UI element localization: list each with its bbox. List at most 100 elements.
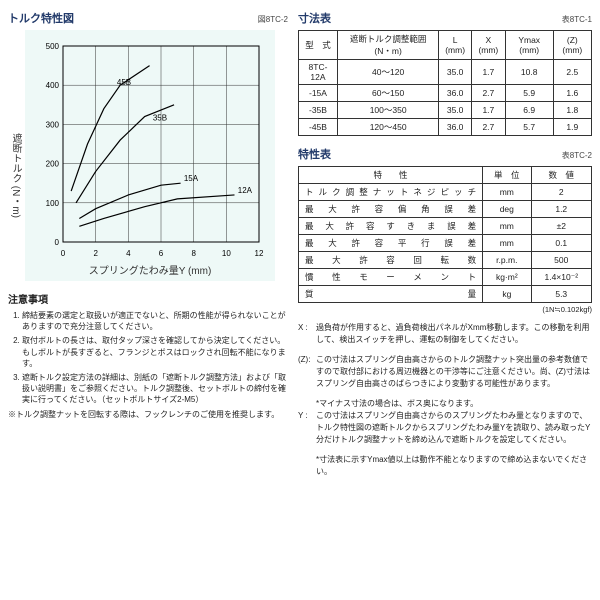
table-cell: 500 — [531, 252, 591, 269]
chart-xlabel: スプリングたわみ量Y (mm) — [35, 262, 265, 277]
dimension-table: 型 式遮断トルク調整範囲 (N・m)L (mm)X (mm)Ymax (mm)(… — [298, 30, 592, 136]
table-cell: 5.9 — [505, 85, 553, 102]
table-row: トルク調整ナットネジピッチmm2 — [299, 184, 592, 201]
table-cell: mm — [483, 235, 531, 252]
table-cell: 1.2 — [531, 201, 591, 218]
svg-text:0: 0 — [55, 238, 60, 247]
chart-ylabel: 遮断トルク (N・m) — [8, 30, 25, 281]
table-header: 特 性 — [299, 167, 483, 184]
def-text: 過負荷が作用すると、過負荷検出パネルがXmm移動します。この移動を利用して、検出… — [316, 322, 592, 346]
note-item: 遮断トルク設定方法の詳細は、別紙の「遮断トルク調整方法」および「取扱い説明書」を… — [22, 372, 288, 406]
table-cell: mm — [483, 184, 531, 201]
table-row: 最 大 許 容 偏 角 誤 差deg1.2 — [299, 201, 592, 218]
table-cell: 1.9 — [553, 119, 591, 136]
def-text: この寸法はスプリング自由高さからのスプリングたわみ量となりますので、トルク特性図… — [316, 410, 592, 446]
svg-text:2: 2 — [93, 249, 98, 258]
table-cell: 慣 性 モ ー メ ン ト — [299, 269, 483, 286]
table-cell: 10.8 — [505, 60, 553, 85]
notes-title: 注意事項 — [8, 291, 288, 306]
table-cell: 35.0 — [439, 60, 472, 85]
def-key: (Z): — [298, 354, 316, 390]
chart-title: トルク特性図 — [8, 10, 74, 26]
table-row: 慣 性 モ ー メ ン トkg·m²1.4×10⁻² — [299, 269, 592, 286]
svg-text:4: 4 — [126, 249, 131, 258]
table-cell: 5.7 — [505, 119, 553, 136]
table-cell: 最 大 許 容 回 転 数 — [299, 252, 483, 269]
svg-text:12: 12 — [255, 249, 264, 258]
table-row: -15A60～15036.02.75.91.6 — [299, 85, 592, 102]
table-cell: トルク調整ナットネジピッチ — [299, 184, 483, 201]
table-cell: 最 大 許 容 す き ま 誤 差 — [299, 218, 483, 235]
table-cell: deg — [483, 201, 531, 218]
table-cell: ±2 — [531, 218, 591, 235]
table-cell: 2 — [531, 184, 591, 201]
table-cell: 0.1 — [531, 235, 591, 252]
table-cell: -45B — [299, 119, 338, 136]
table-cell: 35.0 — [439, 102, 472, 119]
svg-text:15A: 15A — [184, 174, 199, 183]
table-cell: 1.4×10⁻² — [531, 269, 591, 286]
svg-text:200: 200 — [46, 160, 60, 169]
unit-note: (1N≒0.102kgf) — [298, 305, 592, 314]
dim-title: 寸法表 — [298, 10, 331, 26]
table-cell: kg — [483, 286, 531, 303]
definitions: X :過負荷が作用すると、過負荷検出パネルがXmm移動します。この移動を利用して… — [298, 322, 592, 478]
table-row: -45B120～45036.02.75.71.9 — [299, 119, 592, 136]
table-row: 最 大 許 容 回 転 数r.p.m.500 — [299, 252, 592, 269]
def-subtext: *寸法表に示すYmax値以上は動作不能となりますので締め込まないでください。 — [316, 454, 592, 478]
note-item: 締結要素の選定と取扱いが適正でないと、所期の性能が得られないことがありますので充… — [22, 310, 288, 332]
svg-text:300: 300 — [46, 120, 60, 129]
table-row: 8TC-12A40～12035.01.710.82.5 — [299, 60, 592, 85]
table-cell: 100～350 — [337, 102, 438, 119]
table-cell: 36.0 — [439, 85, 472, 102]
svg-text:400: 400 — [46, 81, 60, 90]
table-cell: 最 大 許 容 平 行 誤 差 — [299, 235, 483, 252]
def-text: この寸法はスプリング自由高さからのトルク調整ナット突出量の参考数値ですので取付部… — [316, 354, 592, 390]
torque-chart: 遮断トルク (N・m) 0 2 4 6 8 10 12 0 100 200 300 400 500 12A… — [8, 30, 288, 281]
svg-text:0: 0 — [61, 249, 66, 258]
notes-extra: ※トルク調整ナットを回転する際は、フックレンチのご使用を推奨します。 — [8, 409, 288, 420]
dim-figno: 表8TC-1 — [562, 14, 592, 25]
table-cell: 1.8 — [553, 102, 591, 119]
table-cell: 1.7 — [471, 102, 505, 119]
svg-text:45B: 45B — [117, 78, 131, 87]
table-cell: 2.5 — [553, 60, 591, 85]
svg-text:6: 6 — [159, 249, 164, 258]
table-cell: 40～120 — [337, 60, 438, 85]
table-cell: r.p.m. — [483, 252, 531, 269]
table-row: -35B100～35035.01.76.91.8 — [299, 102, 592, 119]
table-header: L (mm) — [439, 31, 472, 60]
svg-text:10: 10 — [222, 249, 231, 258]
table-row: 最 大 許 容 平 行 誤 差mm0.1 — [299, 235, 592, 252]
table-cell: 5.3 — [531, 286, 591, 303]
table-header: X (mm) — [471, 31, 505, 60]
chart-figno: 図8TC-2 — [258, 14, 288, 25]
svg-text:12A: 12A — [238, 186, 253, 195]
note-item: 取付ボルトの長さは、取付タップ深さを確認してから決定してください。もしボルトが長… — [22, 335, 288, 369]
table-header: 数 値 — [531, 167, 591, 184]
table-header: 遮断トルク調整範囲 (N・m) — [337, 31, 438, 60]
table-cell: mm — [483, 218, 531, 235]
table-cell: 最 大 許 容 偏 角 誤 差 — [299, 201, 483, 218]
table-header: Ymax (mm) — [505, 31, 553, 60]
table-cell: -15A — [299, 85, 338, 102]
table-cell: 1.7 — [471, 60, 505, 85]
char-title: 特性表 — [298, 146, 331, 162]
table-header: 単 位 — [483, 167, 531, 184]
table-cell: 60～150 — [337, 85, 438, 102]
svg-text:500: 500 — [46, 42, 60, 51]
table-cell: 2.7 — [471, 119, 505, 136]
svg-text:8: 8 — [191, 249, 196, 258]
table-header: (Z) (mm) — [553, 31, 591, 60]
svg-text:100: 100 — [46, 199, 60, 208]
notes-section: 注意事項 締結要素の選定と取扱いが適正でないと、所期の性能が得られないことがあり… — [8, 291, 288, 420]
def-key: Y : — [298, 410, 316, 446]
table-cell: 120～450 — [337, 119, 438, 136]
table-cell: 2.7 — [471, 85, 505, 102]
table-cell: kg·m² — [483, 269, 531, 286]
table-cell: 6.9 — [505, 102, 553, 119]
table-cell: 8TC-12A — [299, 60, 338, 85]
def-key: X : — [298, 322, 316, 346]
char-figno: 表8TC-2 — [562, 150, 592, 161]
svg-text:35B: 35B — [153, 113, 167, 122]
